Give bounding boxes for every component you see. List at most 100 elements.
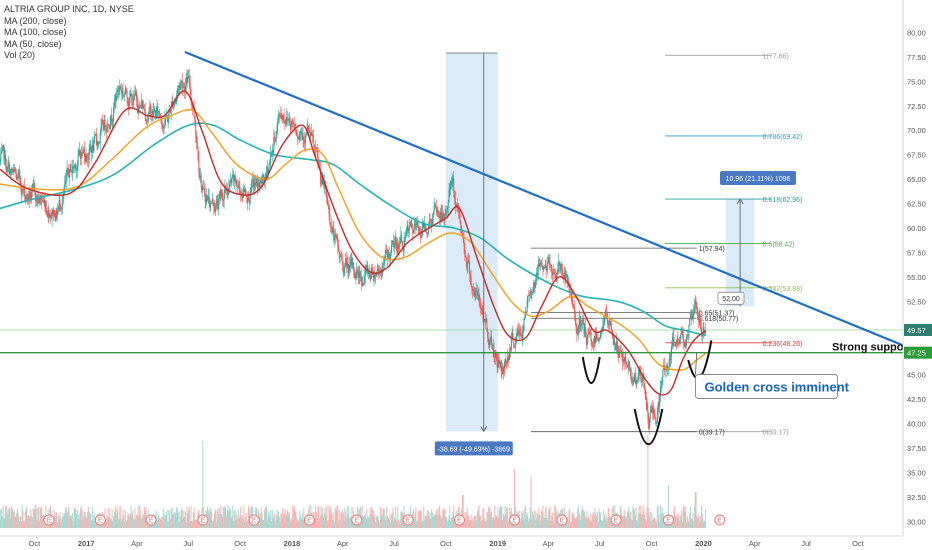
- volume-bar: [497, 507, 499, 528]
- time-axis[interactable]: Oct 2017 Apr Jul Oct 2018 Apr Jul Oct 2019 Apr Jul O…: [0, 535, 903, 548]
- candle-body: [27, 194, 29, 196]
- volume-bar: [521, 511, 523, 528]
- volume-bar: [653, 516, 655, 528]
- volume-bar: [350, 516, 352, 528]
- candle-body: [173, 105, 175, 107]
- candle-body: [351, 258, 353, 266]
- candle-body: [652, 408, 654, 414]
- volume-bar: [476, 511, 478, 528]
- candle-body: [637, 380, 639, 382]
- volume-bar: [468, 514, 470, 528]
- volume-bar: [424, 519, 426, 528]
- candle-body: [185, 77, 187, 86]
- candle-body: [210, 202, 212, 204]
- volume-bar: [704, 509, 706, 528]
- volume-bar: [588, 519, 590, 528]
- volume-bar: [592, 513, 594, 528]
- candle-body: [258, 183, 260, 188]
- candle-body: [464, 245, 466, 255]
- legend-ma200[interactable]: MA (200, close): [4, 15, 67, 26]
- candle-body: [161, 120, 163, 125]
- legend-symbol[interactable]: ALTRIA GROUP INC, 1D, NYSE: [4, 4, 134, 14]
- candle-body: [610, 323, 612, 325]
- candle-body: [394, 244, 396, 248]
- volume-bar: [684, 511, 686, 528]
- legend-ma100[interactable]: MA (100, close): [4, 27, 67, 37]
- candle-body: [370, 276, 372, 280]
- candle-body: [600, 331, 602, 338]
- volume-bar: [349, 517, 351, 528]
- volume-bar: [433, 516, 435, 528]
- candle-body: [538, 263, 540, 267]
- candle-body: [72, 166, 74, 174]
- candle-body: [648, 419, 650, 429]
- volume-bar: [229, 509, 231, 528]
- volume-bar: [537, 514, 539, 528]
- candle-body: [53, 210, 55, 218]
- candle-body: [513, 341, 515, 347]
- volume-bar: [209, 507, 211, 528]
- volume-bar: [439, 515, 441, 528]
- candle-body: [583, 323, 585, 334]
- volume-bar: [246, 522, 248, 528]
- volume-bar: [317, 505, 319, 528]
- candle-body: [495, 352, 497, 358]
- volume-bar: [492, 516, 494, 528]
- volume-bar: [144, 510, 146, 528]
- candle-body: [473, 289, 475, 297]
- fib-level-label: 0.786(69.42): [763, 134, 803, 141]
- candle-body: [429, 219, 431, 221]
- candle-body: [79, 150, 81, 152]
- candle-body: [476, 290, 478, 296]
- volume-bar: [375, 521, 377, 528]
- candle-body: [241, 193, 243, 199]
- volume-bar: [434, 514, 436, 528]
- volume-bar: [388, 518, 390, 528]
- volume-bar: [344, 508, 346, 528]
- candle-body: [144, 109, 146, 118]
- candle-body: [472, 289, 474, 292]
- candle-body: [106, 124, 108, 132]
- candle-body: [75, 164, 77, 171]
- candle-body: [321, 179, 323, 185]
- volume-bar: [40, 506, 42, 528]
- volume-bar: [212, 521, 214, 528]
- candle-body: [146, 121, 148, 122]
- volume-bar: [630, 511, 632, 528]
- volume-bar: [584, 511, 586, 528]
- volume-bar: [278, 511, 280, 528]
- volume-bar: [210, 511, 212, 528]
- callout-pointer: [695, 352, 698, 375]
- volume-bar: [448, 515, 450, 528]
- volume-bar: [319, 515, 321, 528]
- volume-bar: [123, 514, 125, 528]
- volume-bar: [217, 508, 219, 528]
- legend-ma50[interactable]: MA (50, close): [4, 38, 62, 49]
- price-axis[interactable]: 80.0077.5075.0072.5070.0067.5065.0062.50…: [902, 0, 932, 550]
- volume-bar: [88, 511, 90, 528]
- candle-body: [526, 301, 528, 313]
- volume-bar: [436, 514, 438, 528]
- volume-bar: [577, 509, 579, 528]
- candle-body: [630, 367, 632, 376]
- price-tick-label: 45.00: [907, 371, 926, 380]
- candle-body: [565, 275, 567, 280]
- candle-body: [330, 224, 332, 228]
- volume-bar: [334, 507, 336, 528]
- volume-bar: [106, 517, 108, 528]
- volume-bar: [72, 512, 74, 528]
- volume-bar: [116, 514, 118, 528]
- candle-body: [623, 359, 625, 362]
- candle-body: [498, 360, 500, 362]
- legend-volume[interactable]: Vol (20): [4, 50, 36, 60]
- volume-bar: [471, 520, 473, 528]
- candle-body: [256, 178, 258, 187]
- candle-body: [348, 270, 350, 273]
- volume-bar: [28, 515, 30, 528]
- candle-body: [439, 212, 441, 218]
- candle-body: [136, 92, 138, 99]
- candle-body: [356, 269, 358, 275]
- candle-body: [82, 150, 84, 154]
- volume-bar: [371, 510, 373, 528]
